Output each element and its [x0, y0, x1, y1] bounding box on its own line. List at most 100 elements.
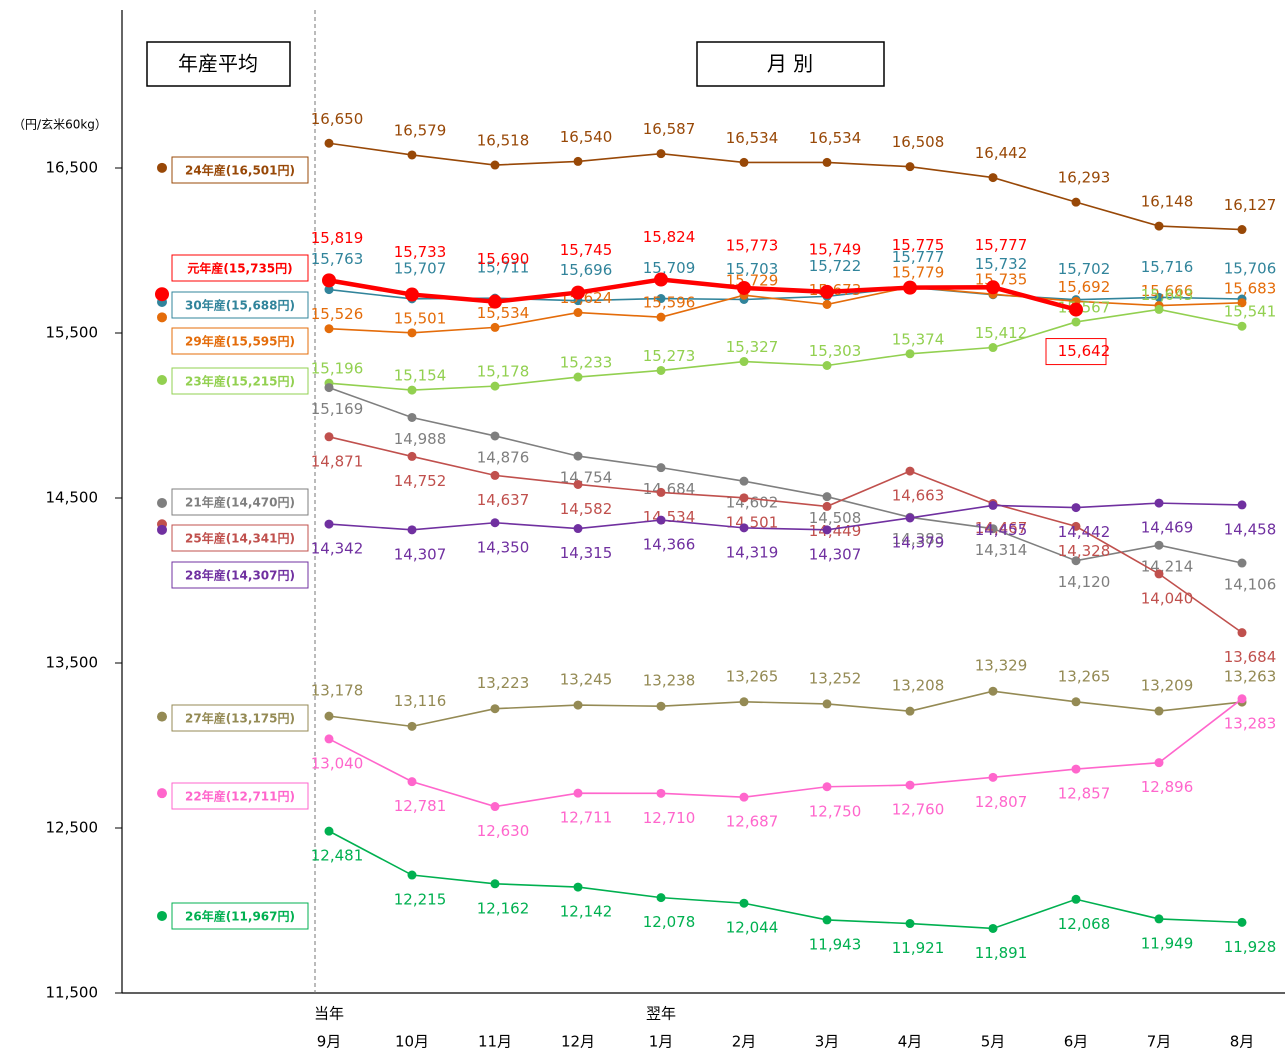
value-label: 13,265	[726, 667, 779, 685]
value-label: 16,518	[477, 132, 530, 150]
year-label: 翌年	[646, 1005, 676, 1023]
value-label: 15,643	[1141, 286, 1194, 304]
point	[737, 280, 751, 295]
point	[573, 372, 583, 382]
value-label: 14,214	[1141, 558, 1194, 576]
average-dot	[157, 162, 167, 173]
value-label: 16,534	[809, 129, 862, 147]
value-label: 14,314	[975, 541, 1028, 559]
point	[905, 513, 915, 523]
value-label: 15,534	[477, 304, 530, 322]
value-label: 12,760	[892, 801, 945, 819]
year-label: 当年	[314, 1005, 344, 1023]
point	[656, 701, 666, 711]
point	[1237, 321, 1247, 331]
value-label: 11,943	[809, 935, 862, 953]
legend-box	[171, 327, 309, 355]
value-label: 15,733	[394, 243, 447, 261]
x-tick-label: 6月	[1064, 1033, 1089, 1051]
value-label: 14,442	[1058, 523, 1111, 541]
legend-label: 21年産(14,470円)	[185, 495, 295, 510]
average-dot	[157, 524, 167, 535]
value-label: 14,120	[1058, 573, 1111, 591]
point	[1237, 500, 1247, 510]
value-label: 12,142	[560, 903, 613, 921]
point	[656, 294, 666, 304]
point	[1237, 628, 1247, 638]
value-label: 16,650	[311, 110, 364, 128]
point	[822, 492, 832, 502]
value-label: 13,263	[1224, 668, 1277, 686]
average-dot	[157, 910, 167, 921]
point	[822, 501, 832, 511]
series-line	[328, 308, 1243, 391]
point	[1237, 558, 1247, 568]
value-label: 15,169	[311, 400, 364, 418]
y-tick-label: 16,500	[46, 159, 99, 177]
point	[986, 280, 1000, 295]
value-label: 15,683	[1224, 279, 1277, 297]
legend-label: 23年産(15,215円)	[185, 374, 295, 389]
y-tick-label: 13,500	[46, 654, 99, 672]
value-label: 14,469	[1141, 519, 1194, 537]
value-label: 15,154	[394, 367, 447, 385]
value-label: 15,777	[892, 248, 945, 266]
legend-box	[171, 704, 309, 732]
legend-box	[171, 254, 309, 282]
x-tick-label: 1月	[649, 1033, 674, 1051]
average-dot	[157, 375, 167, 386]
point	[656, 312, 666, 322]
point	[407, 412, 417, 422]
value-label: 15,775	[892, 236, 945, 254]
point	[571, 285, 585, 300]
value-label: 15,707	[394, 259, 447, 277]
point	[407, 870, 417, 880]
point	[324, 138, 334, 148]
value-label: 12,781	[394, 797, 447, 815]
point	[905, 919, 915, 929]
point	[490, 879, 500, 889]
legend-box	[171, 561, 309, 589]
value-label: 15,745	[560, 241, 613, 259]
point	[1071, 503, 1081, 513]
value-label: 15,196	[311, 360, 364, 378]
value-label: 12,750	[809, 802, 862, 820]
point	[988, 173, 998, 183]
point	[407, 721, 417, 731]
value-label: 14,684	[643, 480, 696, 498]
point	[822, 157, 832, 167]
value-label: 14,637	[477, 491, 530, 509]
point	[822, 699, 832, 709]
value-label: 14,106	[1224, 576, 1277, 594]
average-dot	[157, 497, 167, 508]
point	[739, 697, 749, 707]
value-label: 15,501	[394, 309, 447, 327]
point	[573, 700, 583, 710]
value-label: 13,265	[1058, 667, 1111, 685]
legend-label: 元年産(15,735円)	[187, 261, 292, 276]
x-tick-label: 2月	[732, 1033, 757, 1051]
value-label: 13,116	[394, 692, 447, 710]
legend-label: 24年産(16,501円)	[185, 163, 295, 178]
value-label: 14,582	[560, 500, 613, 518]
value-label: 14,988	[394, 430, 447, 448]
value-label: 12,711	[560, 809, 613, 827]
point	[1154, 540, 1164, 550]
average-dot	[155, 287, 169, 302]
value-label: 12,630	[477, 822, 530, 840]
point	[822, 361, 832, 371]
point	[324, 826, 334, 836]
value-label: 15,327	[726, 338, 779, 356]
header-box	[696, 41, 885, 87]
average-dot	[157, 788, 167, 799]
value-label: 12,162	[477, 899, 530, 917]
value-label: 15,722	[809, 257, 862, 275]
value-label: 15,273	[643, 347, 696, 365]
point	[324, 734, 334, 744]
value-label: 14,350	[477, 538, 530, 556]
point	[490, 381, 500, 391]
point	[822, 782, 832, 792]
header-right: 月 別	[767, 52, 813, 76]
value-label: 13,040	[311, 754, 364, 772]
value-label: 14,342	[311, 540, 364, 558]
